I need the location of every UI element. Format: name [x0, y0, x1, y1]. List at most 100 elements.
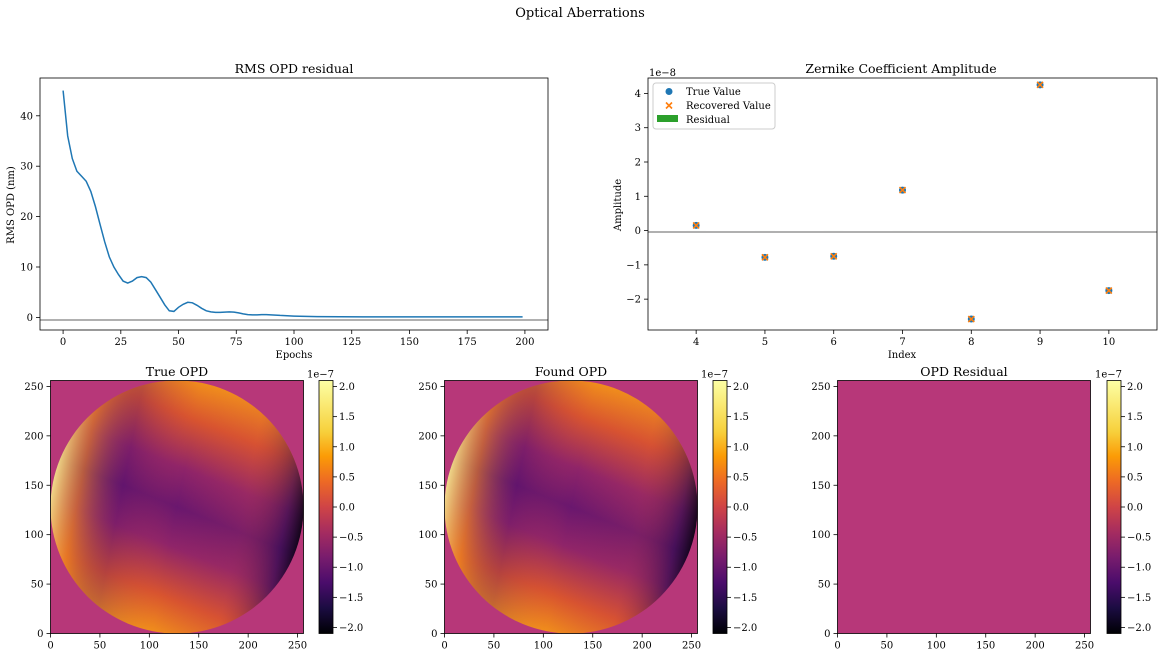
heatmap-y-tick-label: 250 [24, 382, 43, 393]
figure-title: Optical Aberrations [515, 6, 645, 21]
heatmap-y-tick-label: 50 [31, 580, 44, 591]
heatmap-y-tick-label: 150 [24, 481, 43, 492]
legend-box [652, 82, 776, 130]
zernike-chart-title: Zernike Coefficient Amplitude [805, 61, 996, 76]
colorbar-tick-label: −1.0 [1127, 563, 1151, 574]
true-opd-frame [50, 380, 304, 634]
heatmap-x-tick-label: 200 [633, 641, 652, 652]
colorbar-gradient [712, 380, 728, 634]
zernike-x-tick-label: 8 [968, 337, 974, 348]
rms-x-tick-label: 100 [284, 337, 303, 348]
residual-opd-panel: OPD Residual 0 50 100 150 200 250 0 50 100 150 200… [811, 364, 1094, 652]
colorbar-tick-label: −1.0 [339, 563, 363, 574]
heatmap-y-tick-label: 0 [824, 629, 830, 640]
heatmap-y-tick-label: 0 [431, 629, 437, 640]
colorbar-tick-label: 1.5 [733, 412, 749, 423]
zernike-chart: Zernike Coefficient Amplitude 1e−8 4 5 6 7 8… [613, 61, 1158, 361]
heatmap-x-tick-label: 100 [927, 641, 946, 652]
heatmap-x-tick-label: 150 [189, 641, 208, 652]
rms-y-tick-label: 40 [20, 111, 33, 122]
colorbar-tick-label: 1.5 [1127, 412, 1143, 423]
colorbar: 1e−7 −2.0 −1.5 −1.0 −0.5 0.0 0.5 1.0 1.5 2.0 [307, 370, 363, 634]
heatmap-y-tick-label: 200 [24, 431, 43, 442]
rms-chart-title: RMS OPD residual [235, 61, 354, 76]
colorbar-offset-label: 1e−7 [1095, 370, 1122, 381]
recovered-value-point [898, 186, 907, 194]
heatmap-y-tick-label: 150 [811, 481, 830, 492]
legend-recovered-label: Recovered Value [686, 101, 771, 112]
colorbar-tick-label: −1.0 [733, 563, 757, 574]
heatmap-x-tick-label: 200 [1026, 641, 1045, 652]
heatmap-y-tick-label: 100 [811, 530, 830, 541]
zernike-x-tick-label: 6 [831, 337, 837, 348]
rms-x-axis-label: Epochs [276, 350, 313, 361]
recovered-value-point [692, 221, 700, 229]
colorbar-tick-label: 0.0 [733, 503, 749, 514]
colorbar-tick-label: 0.0 [1127, 503, 1143, 514]
true-opd-aperture [50, 380, 304, 634]
rms-x-tick-label: 150 [400, 337, 419, 348]
heatmap-x-tick-label: 250 [1075, 641, 1094, 652]
zernike-y-tick-label: 3 [635, 123, 641, 134]
zernike-y-tick-label: 4 [635, 89, 641, 100]
colorbar-tick-label: −2.0 [1127, 623, 1151, 634]
heatmap-y-tick-label: 50 [425, 580, 438, 591]
heatmap-y-tick-label: 200 [418, 431, 437, 442]
heatmap-y-tick-label: 0 [37, 629, 43, 640]
legend-residual-marker [657, 115, 678, 122]
rms-x-tick-label: 50 [172, 337, 185, 348]
residual-opd-title: OPD Residual [920, 364, 1007, 379]
rms-x-tick-label: 75 [230, 337, 243, 348]
heatmap-x-tick-label: 200 [239, 641, 258, 652]
colorbar-offset-label: 1e−7 [307, 370, 334, 381]
zernike-legend: True Value Recovered Value Residual [652, 82, 776, 130]
legend-true-marker [665, 88, 673, 95]
rms-y-axis-label: RMS OPD (nm) [6, 166, 17, 244]
colorbar-tick-label: −1.5 [733, 593, 757, 604]
heatmap-y-tick-label: 250 [811, 382, 830, 393]
recovered-value-point [967, 315, 975, 323]
colorbar-tick-label: 2.0 [339, 382, 355, 393]
heatmap-y-tick-label: 100 [418, 530, 437, 541]
colorbar-tick-label: −2.0 [733, 623, 757, 634]
recovered-value-point [1036, 81, 1044, 89]
rms-x-tick-label: 25 [114, 337, 127, 348]
heatmap-x-tick-label: 50 [488, 641, 501, 652]
zernike-y-axis-label: Amplitude [613, 179, 624, 232]
heatmap-y-tick-label: 50 [818, 580, 831, 591]
colorbar-tick-label: 0.5 [733, 472, 749, 483]
zernike-y-tick-label: −2 [626, 295, 641, 306]
colorbar-tick-label: −1.5 [1127, 593, 1151, 604]
colorbar-tick-label: −0.5 [1127, 533, 1151, 544]
heatmap-x-tick-label: 250 [288, 641, 307, 652]
colorbar-tick-label: 0.5 [339, 472, 355, 483]
zernike-y-tick-label: 2 [635, 158, 641, 169]
zernike-x-tick-label: 4 [693, 337, 699, 348]
rms-x-tick-label: 200 [515, 337, 534, 348]
heatmap-x-tick-label: 250 [682, 641, 701, 652]
found-opd-frame [444, 380, 698, 634]
colorbar-tick-label: 1.5 [339, 412, 355, 423]
zernike-x-tick-label: 10 [1102, 337, 1115, 348]
heatmap-x-tick-label: 0 [47, 641, 53, 652]
rms-y-tick-label: 0 [27, 313, 33, 324]
heatmap-x-tick-label: 50 [94, 641, 107, 652]
found-opd-panel: Found OPD 0 50 100 150 200 250 0 50 100 150 200 250 [418, 364, 701, 652]
colorbar-tick-label: 1.0 [339, 442, 355, 453]
residual-opd-frame [837, 380, 1091, 634]
heatmap-x-tick-label: 150 [583, 641, 602, 652]
heatmap-y-tick-label: 200 [811, 431, 830, 442]
found-opd-aperture [444, 380, 698, 634]
rms-y-tick-label: 30 [20, 162, 33, 173]
true-opd-title: True OPD [146, 364, 208, 379]
colorbar-tick-label: 2.0 [1127, 382, 1143, 393]
colorbar-tick-label: 2.0 [733, 382, 749, 393]
colorbar-tick-label: 1.0 [1127, 442, 1143, 453]
heatmap-x-tick-label: 50 [881, 641, 894, 652]
rms-opd-chart: RMS OPD residual 0 25 50 75 100 125 150 175 200 … [6, 61, 549, 361]
colorbar-offset-label: 1e−7 [701, 370, 728, 381]
heatmap-x-tick-label: 0 [441, 641, 447, 652]
heatmap-x-tick-label: 150 [976, 641, 995, 652]
heatmap-x-tick-label: 100 [140, 641, 159, 652]
